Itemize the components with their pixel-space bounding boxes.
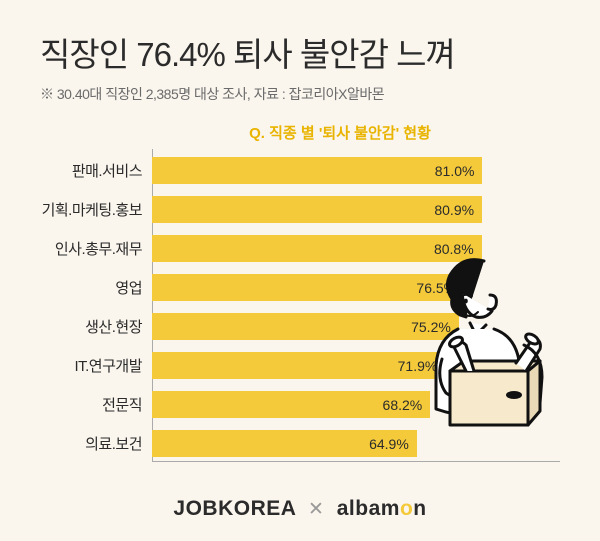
chart-row: 생산.현장 75.2% bbox=[40, 309, 560, 344]
x-axis-line bbox=[152, 461, 560, 462]
bar-track: 76.5% bbox=[152, 274, 560, 301]
category-label: 의료.보건 bbox=[40, 433, 152, 454]
category-label: 전문직 bbox=[40, 394, 152, 415]
bar: 76.5% bbox=[152, 274, 464, 301]
bar-track: 71.9% bbox=[152, 352, 560, 379]
chart-row: 판매.서비스 81.0% bbox=[40, 153, 560, 188]
bar: 80.8% bbox=[152, 235, 482, 262]
bar-track: 80.9% bbox=[152, 196, 560, 223]
category-label: 인사.총무.재무 bbox=[40, 238, 152, 259]
bar-value-label: 80.9% bbox=[434, 202, 474, 218]
chart-row: 전문직 68.2% bbox=[40, 387, 560, 422]
bar-value-label: 68.2% bbox=[383, 397, 423, 413]
brand-jobkorea: JOBKOREA bbox=[173, 497, 295, 520]
chart-row: 영업 76.5% bbox=[40, 270, 560, 305]
category-label: 생산.현장 bbox=[40, 316, 152, 337]
category-label: 영업 bbox=[40, 277, 152, 298]
bar-track: 81.0% bbox=[152, 157, 560, 184]
chart-row: 인사.총무.재무 80.8% bbox=[40, 231, 560, 266]
bar: 80.9% bbox=[152, 196, 482, 223]
category-label: 기획.마케팅.홍보 bbox=[40, 199, 152, 220]
bar: 71.9% bbox=[152, 352, 445, 379]
bar-value-label: 71.9% bbox=[398, 358, 438, 374]
bar: 68.2% bbox=[152, 391, 430, 418]
chart-row: 의료.보건 64.9% bbox=[40, 426, 560, 461]
bar-chart: 판매.서비스 81.0% 기획.마케팅.홍보 80.9% 인사.총무.재무 80.8% 영업… bbox=[40, 153, 560, 461]
separator-x-icon: ✕ bbox=[308, 499, 324, 520]
bar-value-label: 64.9% bbox=[369, 436, 409, 452]
footer-logos: JOBKOREA ✕ albamon bbox=[0, 497, 600, 521]
bar-value-label: 80.8% bbox=[434, 241, 474, 257]
bar-value-label: 76.5% bbox=[416, 280, 456, 296]
bar: 64.9% bbox=[152, 430, 417, 457]
brand-albamon: albamon bbox=[337, 497, 427, 520]
chart-title: Q. 직종 별 '퇴사 불안감' 현황 bbox=[40, 122, 560, 143]
subtitle-note: ※ 30.40대 직장인 2,385명 대상 조사, 자료 : 잡코리아X알바몬 bbox=[40, 84, 560, 104]
bar-track: 64.9% bbox=[152, 430, 560, 457]
bar-value-label: 81.0% bbox=[435, 163, 475, 179]
category-label: IT.연구개발 bbox=[40, 355, 152, 376]
bar-value-label: 75.2% bbox=[411, 319, 451, 335]
bar-track: 68.2% bbox=[152, 391, 560, 418]
bar: 75.2% bbox=[152, 313, 459, 340]
chart-row: IT.연구개발 71.9% bbox=[40, 348, 560, 383]
bar-track: 75.2% bbox=[152, 313, 560, 340]
chart-row: 기획.마케팅.홍보 80.9% bbox=[40, 192, 560, 227]
bar: 81.0% bbox=[152, 157, 482, 184]
page-title: 직장인 76.4% 퇴사 불안감 느껴 bbox=[40, 28, 560, 76]
bar-track: 80.8% bbox=[152, 235, 560, 262]
category-label: 판매.서비스 bbox=[40, 160, 152, 181]
